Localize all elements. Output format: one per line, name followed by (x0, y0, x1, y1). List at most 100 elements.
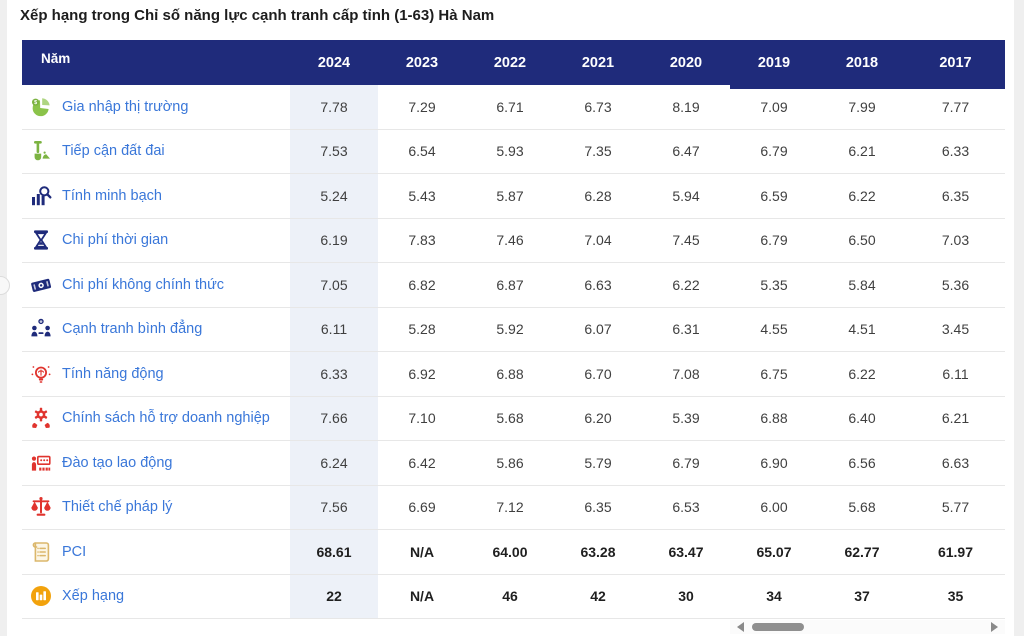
value-cell: 7.09 (760, 98, 788, 115)
row-label: Tính minh bạch (62, 187, 162, 204)
row-label-cell[interactable]: Chi phí không chính thức (22, 263, 290, 307)
row-label: Thiết chế pháp lý (62, 499, 173, 516)
value-cell: 6.59 (760, 187, 788, 204)
value-cell: 5.86 (496, 454, 524, 471)
row-label-cell[interactable]: Chính sách hỗ trợ doanh nghiệp (22, 397, 290, 441)
value-cell: 6.56 (848, 454, 876, 471)
row-label-cell[interactable]: Tính minh bạch (22, 174, 290, 218)
value-cell: 63.47 (668, 543, 704, 560)
year-header-2019: 2019 (757, 54, 791, 71)
row-label-cell[interactable]: Chi phí thời gian (22, 219, 290, 263)
table-row: Cạnh tranh bình đẳng 6.11 5.28 5.92 6.07 6.31… (22, 307, 1005, 352)
value-cell: 5.84 (848, 276, 876, 293)
year-header-2018: 2018 (845, 54, 879, 71)
value-cell: 6.20 (584, 410, 612, 427)
scroll-right-arrow-icon[interactable] (991, 622, 998, 632)
value-cell: 5.28 (408, 321, 436, 338)
value-cell: 5.87 (496, 187, 524, 204)
scrollbar-thumb[interactable] (752, 623, 804, 631)
time-cost-icon (34, 230, 48, 250)
year-header-2022: 2022 (493, 54, 527, 71)
value-cell: 6.33 (941, 143, 970, 160)
value-cell: 7.12 (496, 499, 524, 516)
labor-training-icon (31, 455, 51, 471)
value-cell: 5.68 (496, 410, 524, 427)
row-label-cell[interactable]: Cạnh tranh bình đẳng (22, 308, 290, 352)
value-cell: 5.79 (584, 454, 612, 471)
value-cell: 6.90 (760, 454, 788, 471)
value-cell: 6.47 (672, 143, 700, 160)
pci-indicator-table: Năm 2024 2023 2022 2021 2020 2019 2018 2017 $ G… (22, 40, 1005, 619)
value-cell: 6.92 (408, 365, 436, 382)
row-label-cell[interactable]: Thiết chế pháp lý (22, 486, 290, 530)
value-cell: 4.55 (760, 321, 788, 338)
transparency-icon (32, 185, 52, 205)
value-cell: 7.56 (290, 485, 378, 529)
value-cell: 7.46 (496, 232, 524, 249)
row-label-cell[interactable]: Đào tạo lao động (22, 441, 290, 485)
row-label-cell[interactable]: Tiếp cận đất đai (22, 130, 290, 174)
table-row: Đào tạo lao động 6.24 6.42 5.86 5.79 6.79 6.90… (22, 441, 1005, 486)
value-cell: 37 (854, 588, 870, 605)
row-label: Chính sách hỗ trợ doanh nghiệp (62, 410, 270, 427)
row-label-cell[interactable]: PCI (22, 530, 290, 574)
value-cell: N/A (409, 588, 435, 605)
value-cell: 63.28 (580, 543, 616, 560)
row-label-cell[interactable]: Tính năng động (22, 352, 290, 396)
value-cell: 6.79 (760, 143, 788, 160)
horizontal-scrollbar[interactable] (730, 620, 1005, 634)
table-header-row: Năm 2024 2023 2022 2021 2020 2019 2018 2017 (22, 40, 1005, 89)
value-cell: 6.53 (672, 499, 700, 516)
value-cell: 7.78 (290, 85, 378, 129)
value-cell: 6.07 (584, 321, 612, 338)
value-cell: 7.66 (290, 396, 378, 440)
value-cell: 6.69 (408, 499, 436, 516)
value-cell: 7.99 (848, 98, 876, 115)
value-cell: 6.79 (760, 232, 788, 249)
carousel-prev-button[interactable] (0, 276, 10, 295)
value-cell: 7.45 (672, 232, 700, 249)
ranking-icon (31, 586, 51, 607)
value-cell: 6.88 (760, 410, 788, 427)
value-cell: 46 (502, 588, 518, 605)
value-cell: 6.00 (760, 499, 788, 516)
value-cell: N/A (409, 543, 435, 560)
value-cell: 7.29 (408, 98, 436, 115)
row-label: Đào tạo lao động (62, 454, 173, 471)
page-left-gutter (0, 0, 7, 636)
value-cell: 64.00 (492, 543, 528, 560)
value-cell: 5.94 (672, 187, 700, 204)
scrollbar-track[interactable] (744, 620, 991, 634)
value-cell: 7.05 (290, 263, 378, 307)
table-row: PCI 68.61 N/A 64.00 63.28 63.47 65.07 62.77 61.9… (22, 530, 1005, 575)
year-header-2020: 2020 (669, 54, 703, 71)
value-cell: 68.61 (290, 530, 378, 574)
value-cell: 6.54 (408, 143, 436, 160)
header-extension (730, 85, 1005, 89)
page-title: Xếp hạng trong Chỉ số năng lực cạnh tran… (20, 7, 495, 24)
table-row: Chi phí không chính thức 7.05 6.82 6.87 6.63… (22, 263, 1005, 308)
value-cell: 7.04 (584, 232, 612, 249)
row-label: Tính năng động (62, 365, 164, 382)
row-label: Xếp hạng (62, 588, 125, 605)
legal-institutions-icon (31, 497, 51, 517)
table-body: $ Gia nhập thị trường 7.78 7.29 6.71 6.73 8.1… (22, 85, 1005, 619)
value-cell: 30 (678, 588, 694, 605)
value-cell: 6.87 (496, 276, 524, 293)
year-header-2021: 2021 (581, 54, 615, 71)
value-cell: 6.21 (848, 143, 876, 160)
value-cell: 6.21 (941, 410, 970, 427)
table-row: Chi phí thời gian 6.19 7.83 7.46 7.04 7.45 6.7… (22, 218, 1005, 263)
row-label: Chi phí thời gian (62, 232, 169, 249)
value-cell: 7.10 (408, 410, 436, 427)
table-row: Xếp hạng 22 N/A 46 42 30 34 37 35 (22, 574, 1005, 619)
value-cell: 42 (590, 588, 606, 605)
scroll-left-arrow-icon[interactable] (737, 622, 744, 632)
row-label-cell[interactable]: Xếp hạng (22, 575, 290, 619)
row-label-cell[interactable]: $ Gia nhập thị trường (22, 85, 290, 129)
value-cell: 6.11 (290, 307, 378, 351)
value-cell: 5.92 (496, 321, 524, 338)
land-access-icon (34, 141, 50, 161)
value-cell: 5.68 (848, 499, 876, 516)
row-label: Tiếp cận đất đai (62, 143, 165, 160)
